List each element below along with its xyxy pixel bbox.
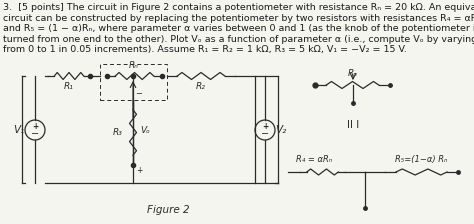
Text: turned from one end to the other). Plot Vₒ as a function of parameter α (i.e., c: turned from one end to the other). Plot … bbox=[3, 34, 474, 43]
Text: from 0 to 1 in 0.05 increments). Assume R₁ = R₂ = 1 kΩ, R₃ = 5 kΩ, V₁ = −V₂ = 15: from 0 to 1 in 0.05 increments). Assume … bbox=[3, 45, 407, 54]
Text: −: − bbox=[31, 129, 39, 138]
Text: 3.  [5 points] The circuit in Figure 2 contains a potentiometer with resistance : 3. [5 points] The circuit in Figure 2 co… bbox=[3, 3, 474, 12]
Text: Vₒ: Vₒ bbox=[140, 126, 150, 135]
Text: Figure 2: Figure 2 bbox=[146, 205, 189, 215]
Text: Rₙ: Rₙ bbox=[128, 61, 138, 70]
Text: +: + bbox=[262, 122, 268, 131]
Text: circuit can be constructed by replacing the potentiometer by two resistors with : circuit can be constructed by replacing … bbox=[3, 13, 474, 22]
Text: +: + bbox=[32, 122, 38, 131]
Text: V₂: V₂ bbox=[275, 125, 287, 135]
Text: and R₅ = (1 − α)Rₙ, where parameter α varies between 0 and 1 (as the knob of the: and R₅ = (1 − α)Rₙ, where parameter α va… bbox=[3, 24, 474, 33]
Text: R₂: R₂ bbox=[196, 82, 206, 91]
Text: R₅=(1−α) Rₙ: R₅=(1−α) Rₙ bbox=[395, 155, 447, 164]
Text: −: − bbox=[261, 129, 269, 138]
Text: II I: II I bbox=[347, 120, 359, 130]
Text: V₁: V₁ bbox=[13, 125, 25, 135]
Text: Rₙ: Rₙ bbox=[347, 69, 357, 78]
Text: R₃: R₃ bbox=[113, 128, 123, 137]
Text: −: − bbox=[136, 90, 143, 99]
Text: +: + bbox=[136, 166, 142, 174]
Bar bbox=[100, 64, 167, 100]
Text: R₁: R₁ bbox=[64, 82, 74, 91]
Text: R₄ = αRₙ: R₄ = αRₙ bbox=[296, 155, 332, 164]
